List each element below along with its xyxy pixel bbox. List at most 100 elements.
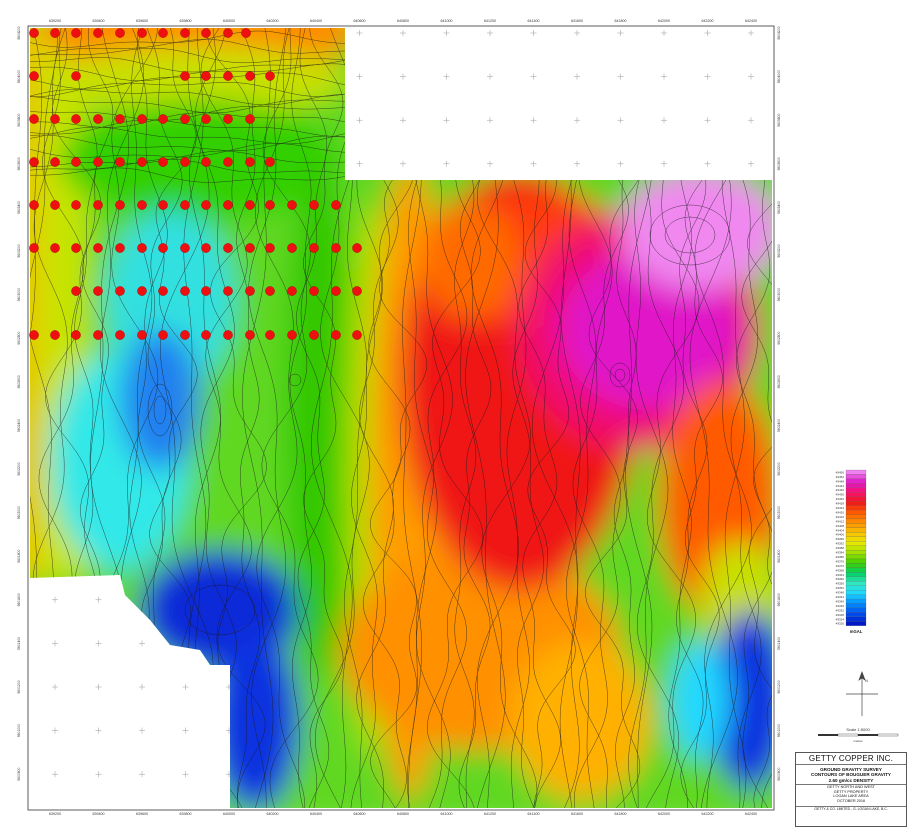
grid-cross bbox=[182, 771, 189, 778]
legend-swatch bbox=[845, 621, 867, 626]
station-dot bbox=[265, 243, 275, 253]
svg-text:N: N bbox=[865, 678, 868, 683]
legend-swatch bbox=[845, 469, 867, 475]
survey-stations bbox=[29, 28, 362, 340]
grid-cross bbox=[748, 73, 754, 80]
easting-label: 642000 bbox=[658, 812, 670, 816]
grid-cross bbox=[704, 160, 711, 167]
contour-line bbox=[30, 47, 357, 64]
legend-value: 49392 bbox=[836, 542, 845, 546]
grid-cross bbox=[574, 160, 580, 167]
northing-label: 5601400 bbox=[777, 637, 781, 650]
contour-line bbox=[261, 28, 319, 808]
legend-value: 49328 bbox=[836, 613, 845, 617]
grid-cross bbox=[95, 684, 102, 690]
legend-value: 49356 bbox=[836, 582, 845, 586]
legend-swatch bbox=[845, 532, 867, 537]
legend-swatch bbox=[845, 527, 867, 533]
contour-ring bbox=[664, 216, 716, 254]
station-dot bbox=[137, 200, 147, 210]
grid-cross bbox=[704, 117, 711, 124]
grid-cross bbox=[487, 117, 493, 124]
grid-cross bbox=[52, 596, 58, 603]
legend-value: 49340 bbox=[836, 599, 845, 603]
legend-swatch bbox=[845, 549, 867, 555]
station-dot bbox=[245, 243, 255, 253]
station-dot bbox=[245, 157, 255, 167]
northing-label: 5601200 bbox=[777, 680, 781, 693]
station-dot bbox=[331, 243, 341, 253]
legend-value: 49388 bbox=[836, 546, 845, 550]
station-dot bbox=[29, 330, 39, 340]
grid-cross bbox=[356, 160, 363, 167]
contour-line bbox=[248, 28, 287, 808]
legend-value: 49452 bbox=[836, 475, 845, 479]
station-dot bbox=[29, 71, 39, 81]
legend-swatch bbox=[845, 603, 867, 609]
station-dot bbox=[71, 286, 81, 296]
grid-cross bbox=[748, 160, 754, 167]
grid-cross bbox=[356, 30, 363, 36]
title-line-2: CONTOURS OF BOUGUER GRAVITY bbox=[811, 772, 891, 778]
legend-swatch bbox=[845, 612, 867, 617]
station-dot bbox=[287, 330, 297, 340]
station-dot bbox=[223, 243, 233, 253]
northing-label: 5603600 bbox=[777, 157, 781, 170]
legend-value: 49372 bbox=[836, 564, 845, 568]
legend-value: 49448 bbox=[836, 479, 845, 483]
northing-label: 5602600 bbox=[17, 375, 21, 388]
legend-value: 49352 bbox=[836, 586, 845, 590]
station-dot bbox=[352, 286, 362, 296]
station-dot bbox=[245, 286, 255, 296]
station-dot bbox=[137, 243, 147, 253]
grid-cross bbox=[617, 160, 624, 167]
contour-line bbox=[242, 28, 274, 808]
legend-value: 49404 bbox=[836, 528, 845, 532]
legend-value: 49320 bbox=[836, 622, 845, 626]
contour-ring bbox=[614, 368, 626, 382]
station-dot bbox=[158, 200, 168, 210]
company-name: GETTY COPPER INC. bbox=[796, 753, 906, 765]
legend-value: 49332 bbox=[836, 608, 845, 612]
grid-cross bbox=[443, 117, 450, 124]
station-dot bbox=[93, 28, 103, 38]
legend-value: 49384 bbox=[836, 551, 845, 555]
legend-swatch bbox=[845, 558, 867, 564]
legend-value: 49360 bbox=[836, 577, 845, 581]
legend-swatch bbox=[845, 478, 867, 484]
station-dot bbox=[331, 286, 341, 296]
easting-label: 640400 bbox=[310, 19, 322, 23]
legend-swatch bbox=[845, 541, 867, 546]
legend-swatch bbox=[845, 594, 867, 600]
station-dot bbox=[50, 114, 60, 124]
station-dot bbox=[50, 28, 60, 38]
grid-cross bbox=[617, 117, 624, 124]
contour-line bbox=[30, 89, 357, 106]
station-dot bbox=[331, 200, 341, 210]
easting-label: 642000 bbox=[658, 19, 670, 23]
easting-label: 640000 bbox=[223, 812, 235, 816]
station-dot bbox=[158, 114, 168, 124]
northing-label: 5602800 bbox=[17, 331, 21, 344]
station-dot bbox=[241, 28, 251, 38]
station-dot bbox=[50, 330, 60, 340]
station-dot bbox=[180, 243, 190, 253]
station-dot bbox=[309, 200, 319, 210]
legend-swatch bbox=[845, 585, 867, 591]
subtitle-3: LOGAN LAKE AREA bbox=[833, 794, 869, 799]
station-dot bbox=[201, 330, 211, 340]
northing-label: 5603000 bbox=[777, 288, 781, 301]
northing-label: 5601400 bbox=[17, 637, 21, 650]
easting-label: 640600 bbox=[354, 19, 366, 23]
northing-label: 5601000 bbox=[777, 724, 781, 737]
northing-label: 5603600 bbox=[17, 157, 21, 170]
station-dot bbox=[245, 71, 255, 81]
contour-ring bbox=[147, 383, 173, 437]
northing-label: 5601800 bbox=[777, 549, 781, 562]
grid-cross bbox=[487, 160, 493, 167]
station-dot bbox=[50, 243, 60, 253]
station-dot bbox=[265, 71, 275, 81]
station-dot bbox=[158, 157, 168, 167]
station-dot bbox=[180, 114, 190, 124]
station-dot bbox=[115, 200, 125, 210]
